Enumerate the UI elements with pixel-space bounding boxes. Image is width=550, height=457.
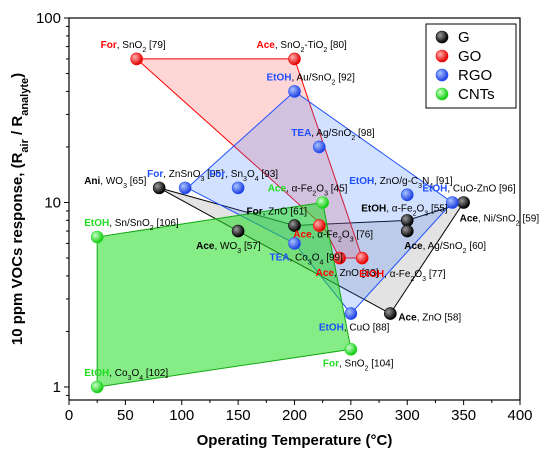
point-go: [288, 52, 301, 66]
x-tick-label: 200: [282, 407, 307, 424]
point-label-rgo: EtOH, ZnO/g-C3N4 [91]: [349, 176, 453, 190]
point-label-rgo: For, Sn3O4 [93]: [209, 169, 278, 183]
y-axis-ticks: 1 10 100: [36, 10, 69, 396]
y-axis-title: 10 ppm VOCs response, (Rair / Ranalyte): [9, 73, 31, 345]
legend-marker-rgo: [435, 68, 449, 82]
point-cnts: [90, 380, 104, 394]
point-g: [457, 196, 470, 209]
point-go: [130, 52, 143, 66]
legend-marker-go: [435, 49, 449, 63]
point-g: [400, 214, 414, 227]
point-g: [400, 224, 414, 238]
point-label-g: Ani, WO3 [65]: [84, 176, 146, 190]
legend-label-rgo: RGO: [458, 67, 492, 84]
legend: G GO RGO CNTs: [425, 23, 517, 109]
y-tick-label: 100: [36, 10, 61, 27]
legend-label-g: G: [458, 29, 470, 46]
point-g: [231, 224, 245, 238]
y-tick-label: 10: [44, 194, 61, 211]
data-markers: [90, 52, 470, 394]
x-tick-label: 350: [451, 407, 476, 424]
point-label-g: EtOH, α-Fe2O3 [55]: [361, 203, 448, 217]
point-g: [152, 181, 166, 195]
point-rgo: [231, 181, 245, 195]
legend-label-cnts: CNTs: [458, 86, 495, 103]
legend-label-go: GO: [458, 48, 481, 65]
point-label-cnts: Ace, α-Fe2O3 [45]: [268, 183, 348, 197]
point-go: [355, 251, 369, 265]
point-rgo: [313, 140, 326, 154]
point-rgo: [288, 237, 301, 250]
x-axis-title: Operating Temperature (°C): [197, 432, 393, 449]
point-cnts: [90, 230, 104, 244]
point-go: [313, 219, 326, 232]
point-label-g: Ace, ZnO [58]: [398, 313, 461, 324]
y-tick-label: 1: [53, 379, 61, 396]
point-label-rgo: EtOH, CuO-ZnO [96]: [422, 183, 516, 194]
point-cnts: [344, 343, 358, 356]
point-label-go: Ace, ZnO [83]: [316, 268, 379, 279]
point-label-rgo: EtOH, CuO [88]: [319, 323, 390, 334]
point-rgo: [288, 85, 301, 98]
point-rgo: [344, 307, 358, 320]
point-label-go: Ace, α-Fe2O3 [76]: [293, 230, 373, 244]
x-tick-label: 400: [507, 407, 532, 424]
x-axis-ticks: 0 50 100 150 200 250 300 350 400: [65, 400, 533, 424]
data-labels: Ani, WO3 [65] Ace, WO3 [57] For, ZnO [61] E…: [84, 40, 539, 382]
point-label-rgo: TEA, Ag/SnO2 [98]: [291, 128, 375, 142]
x-tick-label: 0: [65, 407, 73, 424]
point-label-cnts: EtOH, Co3O4 [102]: [84, 368, 168, 382]
point-label-go: For, SnO2 [79]: [101, 40, 166, 54]
point-label-cnts: EtOH, Sn/SnO2 [106]: [84, 218, 179, 232]
x-tick-label: 100: [169, 407, 194, 424]
point-label-g: Ace, WO3 [57]: [196, 241, 261, 255]
point-label-g: Ace, Ni/SnO2 [59]: [460, 213, 540, 227]
x-tick-label: 250: [338, 407, 363, 424]
point-label-rgo: EtOH, Au/SnO2 [92]: [267, 72, 356, 86]
point-label-go: EtOH, α-Fe2O3 [77]: [359, 269, 446, 283]
legend-marker-g: [435, 30, 449, 44]
point-label-g: For, ZnO [61]: [247, 207, 308, 218]
point-rgo: [446, 196, 459, 209]
legend-marker-cnts: [435, 87, 449, 101]
point-g: [384, 307, 397, 320]
x-tick-label: 300: [395, 407, 420, 424]
point-rgo: [178, 181, 192, 195]
point-g: [288, 219, 301, 232]
point-label-cnts: For, SnO2 [104]: [323, 358, 394, 372]
x-tick-label: 50: [117, 407, 134, 424]
point-label-rgo: For, ZnSnO3 [95]: [147, 169, 224, 183]
point-rgo: [400, 188, 414, 202]
point-label-rgo: TEA, Co3O4 [99]: [270, 252, 344, 266]
point-label-go: Ace, SnO2-TiO2 [80]: [257, 40, 348, 54]
point-label-g: Ace, Ag/SnO2 [60]: [404, 241, 486, 255]
point-cnts: [316, 196, 329, 209]
x-tick-label: 150: [226, 407, 251, 424]
point-go: [333, 251, 346, 265]
